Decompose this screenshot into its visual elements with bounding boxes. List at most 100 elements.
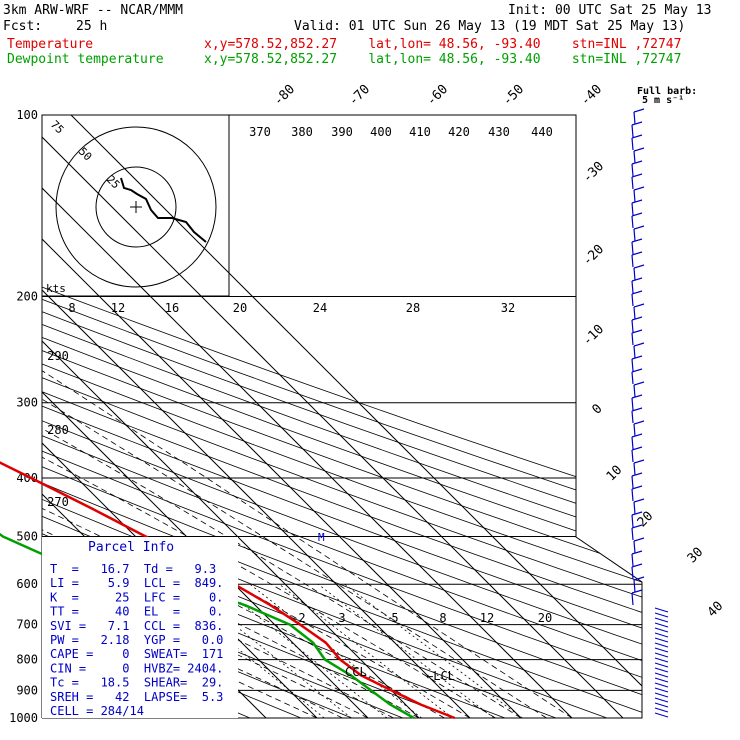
wind-barb <box>631 472 643 477</box>
wind-barb <box>654 677 669 683</box>
wind-barb <box>633 264 645 269</box>
wind-barb <box>654 632 669 638</box>
wind-barb <box>633 147 645 152</box>
wind-barb <box>631 511 643 516</box>
dry-adiabat <box>42 115 642 718</box>
dry-adiabat <box>42 115 642 718</box>
dry-adiabat <box>42 115 642 718</box>
wind-barb <box>654 662 669 668</box>
wind-barb <box>631 329 643 334</box>
parcel-info-row: LI = 5.9 LCL = 849. <box>50 576 223 590</box>
wind-barb <box>633 186 645 191</box>
mixing-ratio-label: 12 <box>111 301 125 315</box>
temperature-legend: Temperature <box>7 37 94 52</box>
isotherm-line <box>42 115 624 718</box>
mixing-ratio-label: 28 <box>406 301 420 315</box>
wind-barb <box>631 137 634 151</box>
full-barb-label: Full barb: <box>637 86 697 97</box>
theta-label: 370 <box>249 125 271 139</box>
wind-barb <box>654 647 669 653</box>
wind-barb <box>631 212 643 217</box>
pressure-tick-label: 600 <box>16 577 38 591</box>
wind-barb <box>654 637 669 643</box>
hodograph-ring-label: 75 <box>48 118 67 137</box>
mixing-ratio-label: 8 <box>68 301 75 315</box>
wind-barb <box>654 687 669 693</box>
wind-barb <box>654 707 669 713</box>
parcel-info-row: SREH = 42 LAPSE= 5.3 <box>50 690 223 704</box>
wind-barb <box>631 514 634 528</box>
dry-adiabat <box>42 115 404 718</box>
wind-barb <box>631 475 634 489</box>
wind-barb <box>631 316 643 321</box>
theta-side-label: 270 <box>47 495 69 509</box>
dewpoint-location: x,y=578.52,852.27 lat,lon= 48.56, -93.40… <box>204 52 682 67</box>
mixing-ratio-label: 24 <box>313 301 327 315</box>
wind-barb <box>654 697 669 703</box>
wind-barb <box>631 160 643 165</box>
pressure-tick-label: 300 <box>16 396 38 410</box>
isotherm-label: -10 <box>580 322 607 349</box>
wind-barb <box>631 368 643 373</box>
wind-barb <box>631 277 643 282</box>
wind-barb <box>633 579 636 593</box>
isotherm-label: 40 <box>705 599 727 621</box>
temperature-location: x,y=578.52,852.27 lat,lon= 48.56, -93.40… <box>204 37 682 52</box>
parcel-info-row: K = 25 LFC = 0. <box>50 590 223 604</box>
parcel-info-row: SVI = 7.1 CCL = 836. <box>50 619 223 633</box>
isotherm-label: 10 <box>604 463 626 485</box>
valid-time: Valid: 01 UTC Sun 26 May 13 (19 MDT Sat … <box>294 19 686 34</box>
wind-barb <box>633 150 636 164</box>
wind-barb <box>633 111 636 125</box>
isotherm-label: -40 <box>578 82 605 109</box>
wind-barb <box>633 384 636 398</box>
isotherm-label: -20 <box>580 242 607 269</box>
wind-barb <box>633 462 636 476</box>
dry-adiabat <box>42 115 642 718</box>
wind-barb <box>633 267 636 281</box>
pressure-tick-label: 500 <box>16 529 38 543</box>
dry-adiabat <box>42 115 642 718</box>
wind-barb <box>631 332 634 346</box>
hodograph-ring <box>95 166 177 248</box>
mixing-ratio-line <box>344 583 523 718</box>
wind-barb <box>631 254 634 268</box>
wind-barb <box>654 627 669 633</box>
forecast-hours: 25 h <box>76 19 108 34</box>
diagram-frame <box>41 114 643 719</box>
dry-adiabat <box>42 115 642 718</box>
theta-label: 430 <box>488 125 510 139</box>
mixing-ratio-label: 20 <box>538 611 552 625</box>
dry-adiabat <box>42 115 642 718</box>
wind-barb <box>654 617 669 623</box>
wind-barb <box>631 563 643 568</box>
pressure-tick-label: 800 <box>16 653 38 667</box>
wind-barb <box>654 607 669 613</box>
dry-adiabat <box>42 115 642 718</box>
parcel-info-title: Parcel Info <box>88 540 174 555</box>
parcel-info-row: CELL = 284/14 <box>50 704 144 718</box>
parcel-info-row: PW = 2.18 YGP = 0.0 <box>50 633 223 647</box>
theta-label: 390 <box>331 125 353 139</box>
pressure-tick-label: 200 <box>16 290 38 304</box>
mixing-ratio-label: 12 <box>480 611 494 625</box>
isotherm-line <box>0 115 11 718</box>
wind-barb <box>631 202 634 216</box>
mixing-ratio-label: 5 <box>391 611 398 625</box>
isotherm-label: -30 <box>580 159 607 186</box>
isotherm-label: -50 <box>500 82 527 109</box>
wind-barb <box>631 436 634 450</box>
mixing-ratio-label: 16 <box>165 301 179 315</box>
wind-barb <box>633 189 636 203</box>
dry-adiabat <box>42 115 642 718</box>
wind-barb <box>631 293 634 307</box>
wind-barb <box>633 306 636 320</box>
isotherm-label: 30 <box>685 545 707 567</box>
ccl-marker: CCL <box>345 665 367 679</box>
lcl-marker: ←LCL <box>426 669 455 683</box>
wind-barb <box>631 163 634 177</box>
dry-adiabat <box>42 115 642 718</box>
wind-barb <box>631 524 643 529</box>
temperature-profile <box>0 461 456 720</box>
wind-barb <box>631 176 634 190</box>
